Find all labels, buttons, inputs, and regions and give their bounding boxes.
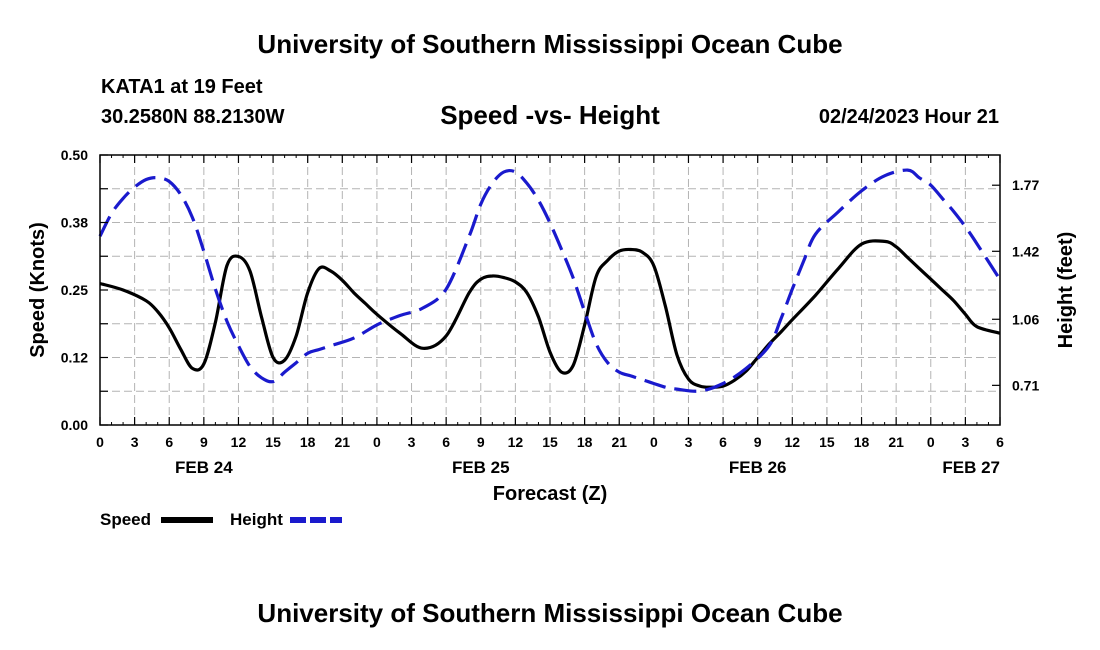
x-tick-label: 6 [165, 434, 173, 450]
x-tick-label: 9 [200, 434, 208, 450]
forecast-datetime: 02/24/2023 Hour 21 [818, 106, 999, 128]
x-tick-label: 18 [577, 434, 593, 450]
x-tick-label: 12 [785, 434, 801, 450]
x-tick-label: 9 [477, 434, 485, 450]
station-label: KATA1 at 19 Feet [101, 76, 263, 98]
x-tick-label: 0 [927, 434, 935, 450]
y-axis-left-title: Speed (Knots) [27, 222, 49, 358]
x-tick-label: 21 [335, 434, 351, 450]
chart-subtitle: Speed -vs- Height [440, 100, 660, 130]
y-right-tick-label: 1.42 [1012, 243, 1039, 259]
axes: 0 3 6 9 12 15 18 21 0 3 6 9 12 15 18 21 0 3 6 9 12 15 18 21 0 3 6F… [61, 147, 1040, 477]
x-tick-label: 6 [442, 434, 450, 450]
y-left-tick-label: 0.12 [61, 350, 88, 366]
y-left-tick-label: 0.38 [61, 215, 88, 231]
station-coordinates: 30.2580N 88.2130W [101, 106, 285, 128]
x-tick-label: 15 [265, 434, 281, 450]
y-right-tick-label: 0.71 [1012, 377, 1039, 393]
grid-lines [100, 155, 1000, 425]
x-tick-label: 6 [719, 434, 727, 450]
x-tick-label: 9 [754, 434, 762, 450]
x-tick-label: 0 [650, 434, 658, 450]
height-series-line [98, 168, 1002, 393]
x-tick-label: 3 [685, 434, 693, 450]
y-left-tick-label: 0.25 [61, 282, 88, 298]
legend-label-speed: Speed [100, 510, 151, 529]
legend-label-height: Height [230, 510, 283, 529]
x-tick-label: 3 [131, 434, 139, 450]
chart-title: University of Southern Mississippi Ocean… [257, 29, 843, 59]
x-tick-label: 0 [373, 434, 381, 450]
date-label: FEB 26 [729, 458, 787, 477]
x-tick-label: 15 [819, 434, 835, 450]
footer-title: University of Southern Mississippi Ocean… [257, 598, 843, 628]
y-right-tick-label: 1.06 [1012, 311, 1039, 327]
y-axis-right-title: Height (feet) [1055, 232, 1077, 349]
date-label: FEB 27 [942, 458, 1000, 477]
y-right-tick-label: 1.77 [1012, 177, 1039, 193]
x-tick-label: 12 [231, 434, 247, 450]
x-tick-label: 18 [300, 434, 316, 450]
date-label: FEB 24 [175, 458, 233, 477]
x-tick-label: 3 [408, 434, 416, 450]
legend: Speed Height [100, 510, 342, 529]
x-tick-label: 12 [508, 434, 524, 450]
x-tick-label: 0 [96, 434, 104, 450]
date-label: FEB 25 [452, 458, 510, 477]
x-tick-label: 21 [888, 434, 904, 450]
series-layer [98, 168, 1002, 393]
x-axis-title: Forecast (Z) [493, 483, 607, 505]
y-left-tick-label: 0.50 [61, 147, 88, 163]
y-left-tick-label: 0.00 [61, 417, 88, 433]
x-tick-label: 6 [996, 434, 1004, 450]
speed-series-line [99, 239, 1001, 389]
x-tick-label: 18 [854, 434, 870, 450]
x-tick-label: 3 [961, 434, 969, 450]
x-tick-label: 15 [542, 434, 558, 450]
x-tick-label: 21 [611, 434, 627, 450]
